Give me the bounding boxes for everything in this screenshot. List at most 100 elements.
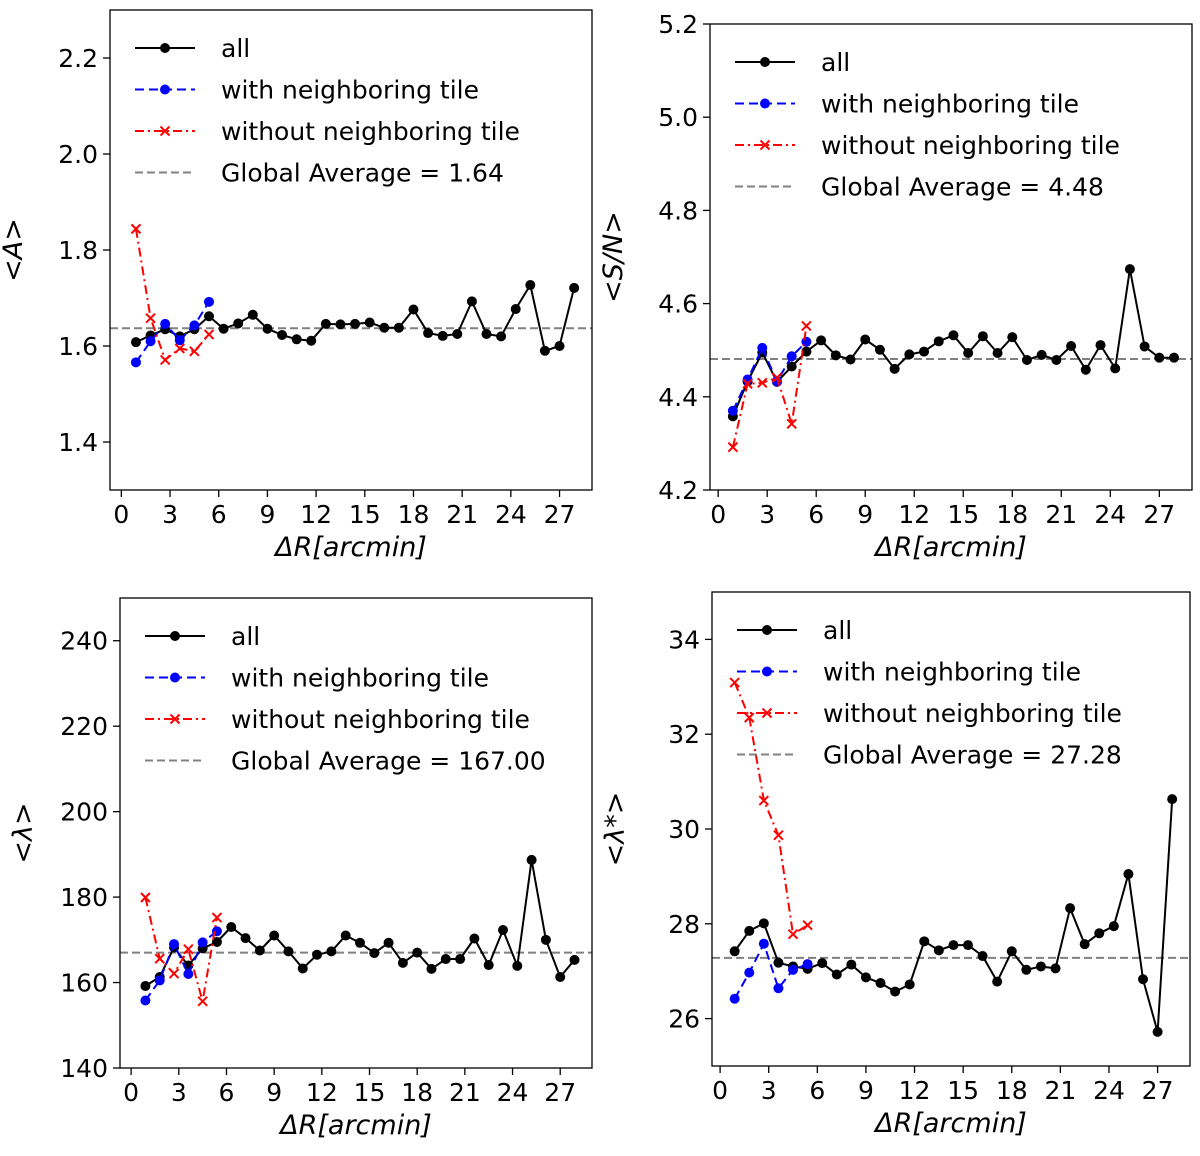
data-point-all xyxy=(354,937,365,948)
x-tick-label: 12 xyxy=(899,1076,931,1105)
data-point-all xyxy=(904,349,915,360)
data-point-with xyxy=(788,964,799,975)
data-point-all xyxy=(1079,939,1090,950)
y-tick-label: 32 xyxy=(668,720,700,749)
data-point-all xyxy=(933,336,944,347)
x-tick-label: 18 xyxy=(398,500,430,529)
data-point-all xyxy=(211,936,222,947)
data-point-without xyxy=(802,920,813,931)
data-point-without xyxy=(742,378,753,389)
data-point-with xyxy=(786,351,797,362)
data-point-with xyxy=(757,342,768,353)
x-tick-label: 12 xyxy=(300,500,332,529)
x-tick-label: 0 xyxy=(712,1076,728,1105)
data-point-all xyxy=(801,346,812,357)
data-point-all xyxy=(1035,961,1046,972)
data-point-without xyxy=(787,929,799,940)
legend-label-with: with neighboring tile xyxy=(231,664,489,693)
series-line-without xyxy=(731,325,808,448)
y-tick-label: 2.2 xyxy=(58,44,98,73)
data-point-without xyxy=(773,829,784,841)
data-point-all xyxy=(1065,903,1076,914)
data-point-with xyxy=(145,336,156,347)
data-point-all xyxy=(1123,869,1134,880)
legend-marker-all xyxy=(760,57,770,67)
x-tick-label: 27 xyxy=(544,1078,576,1107)
data-point-all xyxy=(555,971,566,982)
data-point-without xyxy=(168,968,180,979)
data-point-without xyxy=(729,677,740,688)
data-point-all xyxy=(874,344,885,355)
data-point-without xyxy=(159,354,171,366)
data-point-all xyxy=(948,330,959,341)
data-point-all xyxy=(1139,341,1150,352)
data-point-all xyxy=(919,936,930,947)
data-point-all xyxy=(240,933,251,944)
x-tick-label: 15 xyxy=(947,1076,979,1105)
data-point-with xyxy=(154,975,165,986)
data-point-all xyxy=(786,361,797,372)
data-point-all xyxy=(408,304,419,315)
data-point-with xyxy=(758,938,769,949)
x-tick-label: 12 xyxy=(898,500,930,529)
data-point-all xyxy=(233,318,244,329)
axes-frame xyxy=(119,597,593,1069)
data-point-all xyxy=(469,933,480,944)
y-tick-label: 4.2 xyxy=(658,476,698,505)
data-point-all xyxy=(1080,364,1091,375)
data-point-all xyxy=(773,957,784,968)
x-axis-label: ΔR[arcmin] xyxy=(873,1108,1027,1139)
legend-marker-all xyxy=(170,631,180,641)
data-point-all xyxy=(846,959,857,970)
data-point-all xyxy=(1006,946,1017,957)
data-point-all xyxy=(455,954,466,965)
data-point-all xyxy=(1124,264,1135,275)
data-point-all xyxy=(525,280,536,291)
y-axis-label: <A> xyxy=(0,218,29,282)
x-tick-label: 18 xyxy=(996,1076,1028,1105)
data-point-all xyxy=(203,311,214,322)
legend-marker-with xyxy=(762,666,772,677)
y-axis-label: <λ> xyxy=(8,802,39,863)
data-point-all xyxy=(283,946,294,957)
x-tick-label: 27 xyxy=(544,500,576,529)
data-point-all xyxy=(218,323,229,334)
x-tick-label: 24 xyxy=(495,500,527,529)
y-tick-label: 26 xyxy=(668,1005,700,1034)
data-point-all xyxy=(297,963,308,974)
series-line-without xyxy=(144,897,218,1003)
data-point-without xyxy=(130,223,142,235)
data-point-all xyxy=(860,334,871,345)
data-point-all xyxy=(1021,964,1032,975)
series-line-all xyxy=(731,268,1174,417)
legend-label-without: without neighboring tile xyxy=(823,699,1122,728)
x-tick-label: 18 xyxy=(996,500,1028,529)
legend-marker-without xyxy=(159,125,171,137)
data-point-with xyxy=(169,939,180,950)
data-point-all xyxy=(889,363,900,374)
panel-mean-snr: 0 3 6 9 12 15 18 21 24 27 4.2 4.4 4.6 4.8 5.0 5.2 ΔR[arc… xyxy=(598,10,1193,563)
data-point-all xyxy=(1095,340,1106,351)
data-point-all xyxy=(369,948,380,959)
data-point-without xyxy=(771,372,783,383)
data-point-all xyxy=(140,980,151,991)
data-point-all xyxy=(423,328,434,339)
data-point-without xyxy=(727,441,739,453)
legend-label-without: without neighboring tile xyxy=(221,117,520,146)
data-point-all xyxy=(816,335,827,346)
data-point-all xyxy=(758,918,769,929)
data-point-all xyxy=(350,318,361,329)
data-point-all xyxy=(890,986,901,997)
y-tick-label: 220 xyxy=(60,712,108,741)
y-tick-label: 4.6 xyxy=(658,290,698,319)
data-point-all xyxy=(320,318,331,329)
x-axis-label: ΔR[arcmin] xyxy=(278,1110,432,1141)
series-line-all xyxy=(733,799,1174,1033)
data-point-all xyxy=(326,946,337,957)
data-point-with xyxy=(744,967,755,978)
data-point-all xyxy=(1051,354,1062,365)
legend-label-all: all xyxy=(823,616,852,645)
data-point-all xyxy=(510,304,521,315)
data-point-all xyxy=(226,922,237,932)
data-point-all xyxy=(306,335,317,346)
